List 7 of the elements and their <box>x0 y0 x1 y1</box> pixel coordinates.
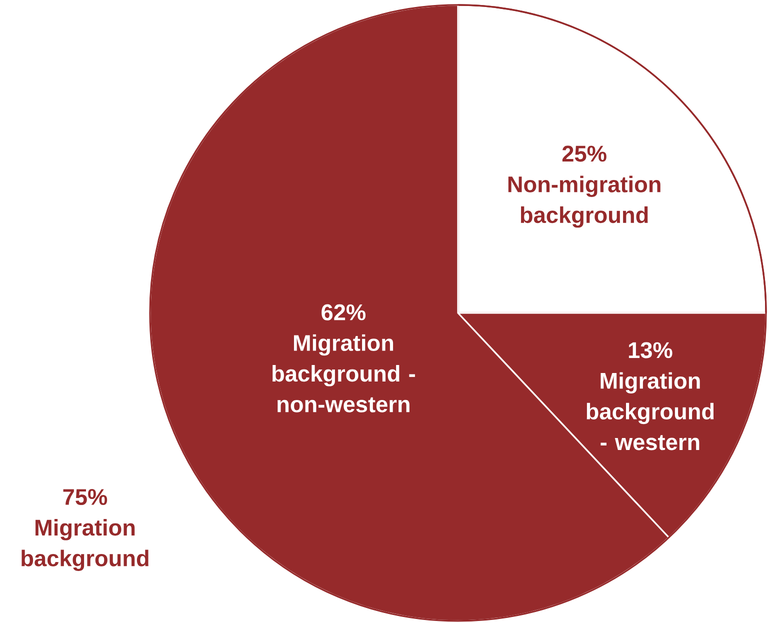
data-label: 13% <box>628 342 672 358</box>
data-label: 25% <box>562 146 606 162</box>
slice-label: Migration background - western <box>586 372 714 450</box>
slice-label: Non-migration background <box>508 176 660 228</box>
text: 75% Migration background <box>22 489 148 571</box>
slice-label: Migration background - non-western <box>272 334 415 412</box>
data-label: 62% <box>322 304 366 320</box>
